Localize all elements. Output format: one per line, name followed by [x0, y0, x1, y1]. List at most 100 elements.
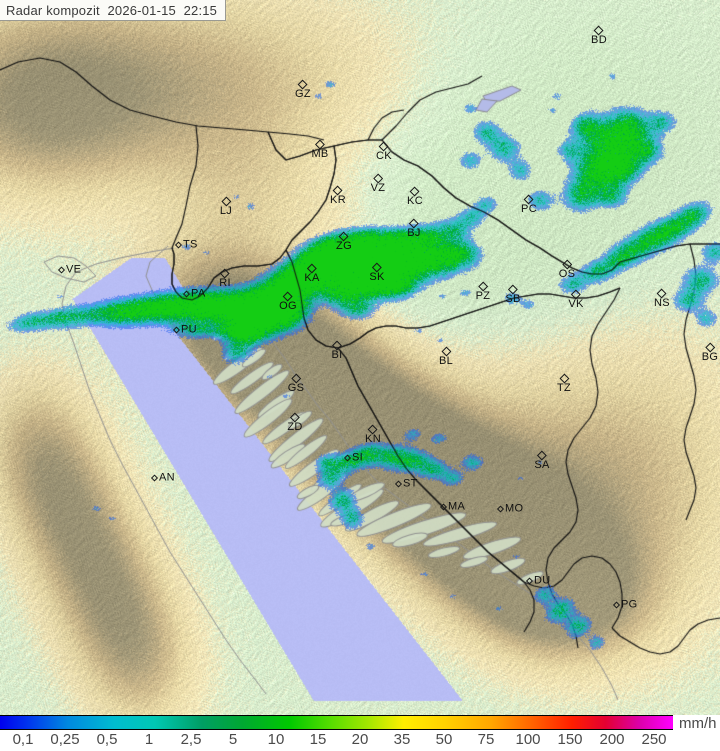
city-name: OS — [558, 268, 576, 280]
city-name: SA — [534, 459, 550, 471]
city-label-pc[interactable]: PC — [521, 194, 537, 215]
city-label-kr[interactable]: KR — [330, 185, 346, 206]
city-name: KC — [407, 195, 423, 207]
city-label-gs[interactable]: GS — [287, 373, 305, 394]
city-label-bj[interactable]: BJ — [407, 218, 420, 239]
city-name: CK — [376, 150, 392, 162]
city-label-pa[interactable]: PA — [182, 288, 205, 300]
legend-tick: 10 — [267, 731, 285, 748]
legend-tick: 2,5 — [180, 731, 202, 748]
city-name: SB — [505, 293, 521, 305]
city-label-an[interactable]: AN — [150, 471, 175, 484]
city-name: TZ — [556, 382, 572, 394]
city-label-ts[interactable]: TS — [174, 238, 198, 251]
city-name: GS — [287, 382, 305, 394]
city-marker-icon — [394, 480, 403, 488]
city-name: AN — [159, 471, 175, 484]
city-name: NS — [654, 297, 670, 309]
city-label-st[interactable]: ST — [394, 477, 418, 490]
legend-tick: 5 — [228, 731, 238, 748]
city-label-du[interactable]: DU — [525, 574, 551, 587]
legend-tick-labels: 0,1 0,25 0,5 1 2,5 5 10 15 20 35 50 75 100 150 200 250 — [0, 731, 720, 751]
city-name: ZD — [287, 421, 303, 433]
city-name: BI — [331, 349, 343, 361]
city-label-ve[interactable]: VE — [57, 264, 81, 276]
legend-tick: 0,25 — [50, 731, 80, 748]
city-label-lj[interactable]: LJ — [220, 196, 232, 217]
city-label-tz[interactable]: TZ — [556, 373, 572, 394]
city-label-pz[interactable]: PZ — [476, 281, 491, 302]
city-name: PU — [181, 323, 197, 336]
city-label-mb[interactable]: MB — [311, 139, 329, 160]
city-marker-icon — [150, 474, 159, 482]
legend-tick: 35 — [393, 731, 411, 748]
legend-tick: 15 — [309, 731, 327, 748]
city-label-pu[interactable]: PU — [172, 323, 197, 336]
city-name: VK — [568, 298, 584, 310]
city-label-vk[interactable]: VK — [568, 289, 584, 310]
city-label-zg[interactable]: ZG — [336, 231, 352, 252]
city-name: BL — [438, 355, 454, 367]
city-label-bd[interactable]: BD — [591, 25, 607, 46]
city-label-sk[interactable]: SK — [369, 262, 385, 283]
radar-map[interactable]: VE TS PA PU RI AN LJ GZ MB CK VZ KR KC BJ ZG KA SK OG PZ SB… — [0, 0, 720, 715]
city-label-bl[interactable]: BL — [438, 346, 454, 367]
city-name: TS — [183, 238, 198, 251]
page-title: Radar kompozit 2026-01-15 22:15 — [6, 2, 218, 18]
city-label-si[interactable]: SI — [343, 452, 363, 464]
city-label-os[interactable]: OS — [558, 259, 576, 280]
city-marker-icon — [343, 454, 352, 462]
legend-tick: 250 — [641, 731, 667, 748]
city-name: KN — [365, 433, 381, 445]
city-name: OG — [279, 300, 297, 312]
city-label-kc[interactable]: KC — [407, 186, 423, 207]
city-name: PG — [621, 598, 638, 611]
city-name: MO — [505, 502, 524, 515]
city-marker-icon — [182, 290, 191, 298]
legend-tick: 200 — [599, 731, 625, 748]
city-label-ns[interactable]: NS — [654, 288, 670, 309]
city-name: KA — [304, 272, 320, 284]
city-label-og[interactable]: OG — [279, 291, 297, 312]
legend: 0,1 0,25 0,5 1 2,5 5 10 15 20 35 50 75 100 150 200 250 … — [0, 715, 720, 751]
city-name: BG — [701, 351, 719, 363]
city-label-sa[interactable]: SA — [534, 450, 550, 471]
city-name: BD — [591, 34, 607, 46]
city-name: ZG — [336, 240, 352, 252]
legend-tick: 0,1 — [12, 731, 34, 748]
legend-unit-label: mm/h — [679, 715, 717, 732]
city-label-ri[interactable]: RI — [219, 268, 231, 289]
legend-tick: 75 — [477, 731, 495, 748]
legend-tick: 150 — [557, 731, 583, 748]
city-marker-icon — [57, 266, 66, 274]
city-name: DU — [534, 574, 551, 587]
city-label-ma[interactable]: MA — [439, 501, 465, 513]
city-marker-icon — [525, 577, 534, 585]
city-marker-icon — [612, 601, 621, 609]
city-label-bi[interactable]: BI — [331, 340, 343, 361]
city-label-zd[interactable]: ZD — [287, 412, 303, 433]
map-canvas[interactable] — [0, 0, 720, 715]
legend-tick: 0,5 — [96, 731, 118, 748]
city-marker-icon — [174, 241, 183, 249]
city-label-sb[interactable]: SB — [505, 284, 521, 305]
city-name: MB — [311, 148, 329, 160]
city-name: ST — [403, 477, 418, 490]
city-label-ck[interactable]: CK — [376, 141, 392, 162]
city-label-ka[interactable]: KA — [304, 263, 320, 284]
city-marker-icon — [439, 503, 448, 511]
city-label-gz[interactable]: GZ — [295, 79, 311, 100]
city-name: PC — [521, 203, 537, 215]
city-label-bg[interactable]: BG — [701, 342, 719, 363]
title-bar: Radar kompozit 2026-01-15 22:15 — [0, 0, 227, 21]
city-name: GZ — [295, 88, 311, 100]
city-label-mo[interactable]: MO — [496, 502, 524, 515]
city-name: VZ — [370, 182, 386, 194]
city-marker-icon — [172, 326, 181, 334]
city-name: SK — [369, 271, 385, 283]
legend-tick: 100 — [515, 731, 541, 748]
city-label-pg[interactable]: PG — [612, 598, 638, 611]
city-label-vz[interactable]: VZ — [370, 173, 386, 194]
city-label-kn[interactable]: KN — [365, 424, 381, 445]
